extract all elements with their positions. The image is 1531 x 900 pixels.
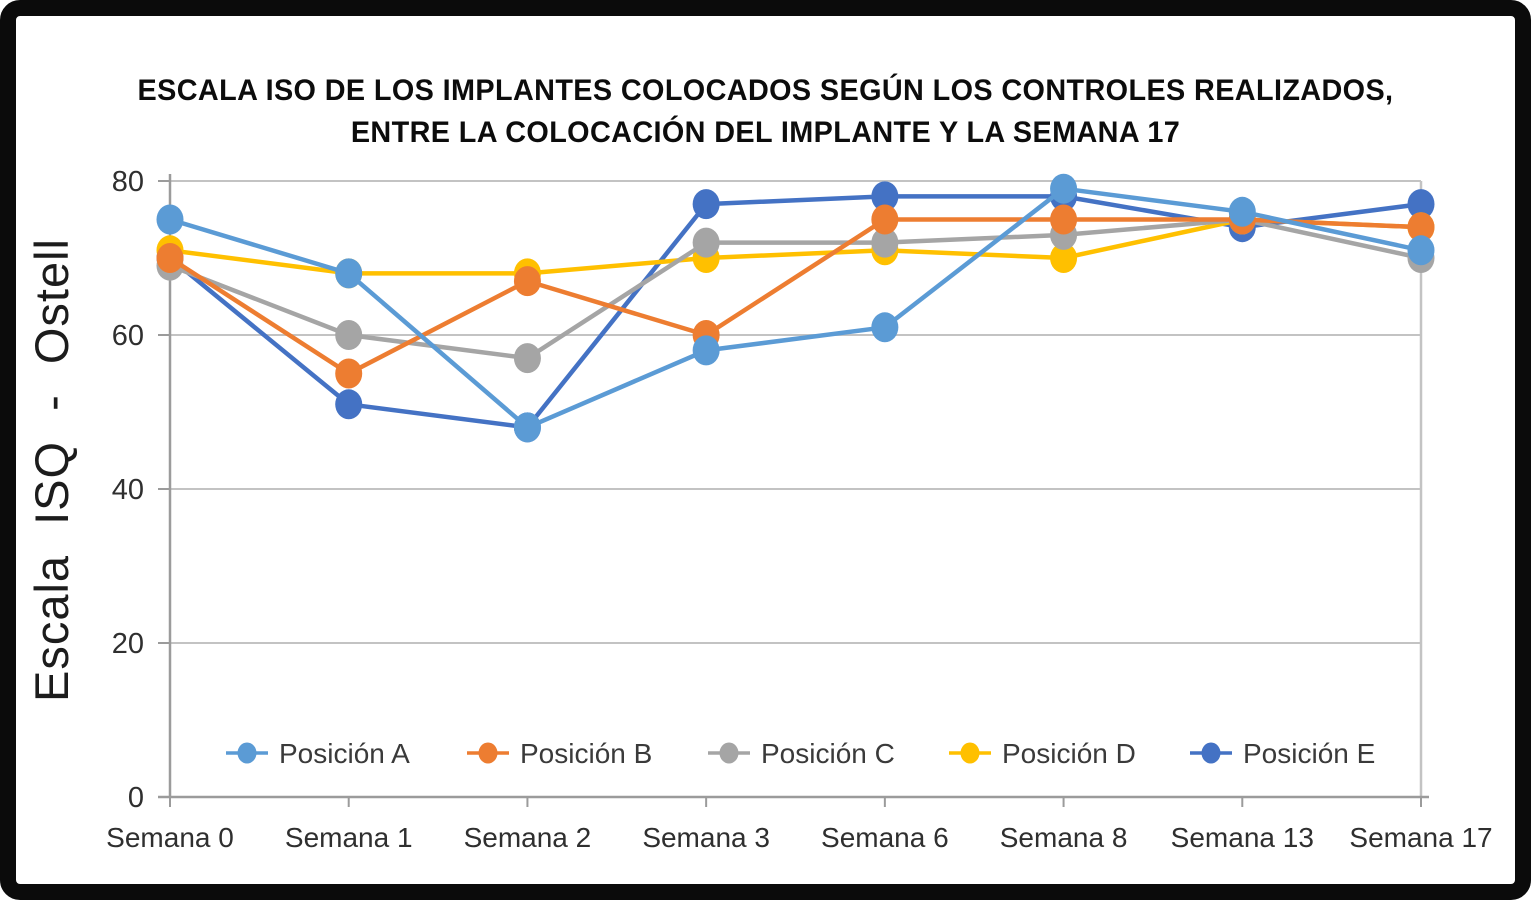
data-point-posicion-c-semana-3 xyxy=(692,227,720,258)
y-tick-label-80: 80 xyxy=(112,166,144,198)
x-tick-label-semana-2: Semana 2 xyxy=(464,822,592,853)
data-point-posicion-a-semana-13 xyxy=(1228,196,1256,227)
axis-ticks xyxy=(158,180,1422,807)
x-tick-label-semana-13: Semana 13 xyxy=(1171,822,1314,853)
data-point-posicion-a-semana-17 xyxy=(1407,235,1435,266)
legend-label-posicion-b: Posición B xyxy=(520,738,652,769)
legend-label-posicion-e: Posición E xyxy=(1243,738,1375,769)
data-point-posicion-e-semana-1 xyxy=(335,389,363,420)
data-point-posicion-e-semana-17 xyxy=(1407,189,1435,220)
series-posicion-b xyxy=(156,204,1435,389)
data-point-posicion-a-semana-0 xyxy=(156,204,184,235)
data-point-posicion-a-semana-6 xyxy=(871,312,899,343)
series-line-posicion-a xyxy=(167,186,1424,430)
legend-item-posicion-d: Posición D xyxy=(949,738,1136,769)
legend-marker-posicion-a xyxy=(237,742,257,764)
data-point-posicion-e-semana-3 xyxy=(692,189,720,220)
data-point-posicion-b-semana-0 xyxy=(156,243,184,273)
data-point-posicion-d-semana-8 xyxy=(1050,243,1078,273)
data-point-posicion-a-semana-1 xyxy=(335,258,363,289)
legend-item-posicion-c: Posición C xyxy=(708,738,895,769)
data-point-posicion-b-semana-17 xyxy=(1407,212,1435,243)
legend-marker-posicion-b xyxy=(478,742,498,764)
chart-title-line1: ESCALA ISO DE LOS IMPLANTES COLOCADOS SE… xyxy=(137,74,1394,107)
x-tick-label-semana-3: Semana 3 xyxy=(642,822,770,853)
data-point-posicion-b-semana-8 xyxy=(1050,204,1078,235)
x-tick-label-semana-8: Semana 8 xyxy=(1000,822,1128,853)
x-tick-label-semana-6: Semana 6 xyxy=(821,822,949,853)
data-point-posicion-c-semana-1 xyxy=(335,320,363,350)
legend-label-posicion-a: Posición A xyxy=(279,738,410,769)
series-posicion-a xyxy=(156,173,1435,443)
y-axis-title: Escala ISQ - Ostell xyxy=(25,238,78,702)
y-tick-label-40: 40 xyxy=(112,474,144,506)
series-line-posicion-c xyxy=(167,217,1424,361)
y-tick-label-0: 0 xyxy=(128,782,144,814)
data-point-posicion-a-semana-8 xyxy=(1050,173,1078,204)
legend-item-posicion-e: Posición E xyxy=(1190,738,1375,769)
chart-title-line2: ENTRE LA COLOCACIÓN DEL IMPLANTE Y LA SE… xyxy=(350,116,1181,149)
legend-item-posicion-b: Posición B xyxy=(467,738,652,769)
y-tick-label-60: 60 xyxy=(112,320,144,352)
data-point-posicion-b-semana-2 xyxy=(513,266,541,297)
gridlines xyxy=(170,180,1421,644)
x-tick-labels: Semana 0 Semana 1 Semana 2 Semana 3 Semana 6… xyxy=(106,822,1492,853)
x-tick-label-semana-1: Semana 1 xyxy=(285,822,413,853)
series-line-posicion-d xyxy=(167,217,1424,276)
x-tick-label-semana-17: Semana 17 xyxy=(1349,822,1492,853)
y-tick-label-20: 20 xyxy=(112,628,144,660)
data-point-posicion-c-semana-6 xyxy=(871,227,899,258)
legend-marker-posicion-c xyxy=(719,742,739,764)
legend-marker-posicion-d xyxy=(960,742,980,764)
series-line-posicion-b xyxy=(167,217,1424,376)
data-point-posicion-a-semana-2 xyxy=(513,412,541,443)
data-point-posicion-e-semana-6 xyxy=(871,181,899,212)
legend-label-posicion-c: Posición C xyxy=(761,738,895,769)
data-point-posicion-b-semana-6 xyxy=(871,204,899,235)
legend-label-posicion-d: Posición D xyxy=(1002,738,1136,769)
x-tick-label-semana-0: Semana 0 xyxy=(106,822,234,853)
data-point-posicion-a-semana-3 xyxy=(692,335,720,366)
data-point-posicion-b-semana-1 xyxy=(335,358,363,389)
legend-marker-posicion-e xyxy=(1201,742,1221,764)
legend-item-posicion-a: Posición A xyxy=(226,738,410,769)
y-tick-labels: 0 20 40 60 80 xyxy=(112,166,144,814)
legend: Posición A Posición B Posición C Posición D… xyxy=(226,738,1375,769)
chart-title: ESCALA ISO DE LOS IMPLANTES COLOCADOS SE… xyxy=(84,70,1446,154)
data-point-posicion-c-semana-2 xyxy=(513,343,541,374)
